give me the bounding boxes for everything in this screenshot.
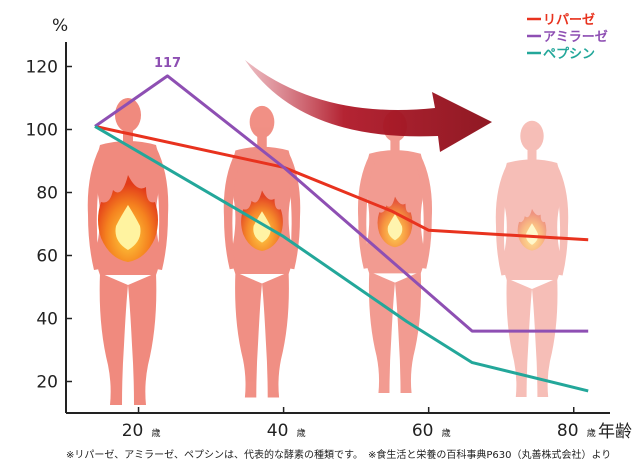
age-figures — [87, 98, 569, 405]
peak-value-label: 117 — [154, 56, 181, 71]
y-tick-label: 100 — [26, 121, 58, 141]
y-axis-unit: % — [52, 16, 68, 36]
footnote: ※リパーゼ、アミラーゼ、ペプシンは、代表的な酵素の種類です。 ※食生活と栄養の百… — [66, 448, 611, 461]
x-tick-label: 60 — [412, 421, 434, 441]
y-tick-label: 80 — [36, 184, 58, 204]
series-line-3 — [94, 125, 589, 393]
legend-label: リパーゼ — [543, 12, 595, 28]
series-line-2 — [94, 74, 589, 333]
x-tick-suffix: 歳 — [297, 427, 306, 439]
y-tick-label: 120 — [26, 58, 58, 78]
y-tick-label: 40 — [36, 310, 58, 330]
legend-label: アミラーゼ — [543, 29, 608, 45]
series-lines — [94, 74, 589, 393]
series-line-1 — [94, 124, 589, 242]
annotations: 117 — [154, 56, 181, 71]
human-silhouette-icon — [357, 110, 433, 393]
x-tick-suffix: 歳 — [587, 427, 596, 439]
figure-60s-icon — [357, 110, 433, 393]
human-silhouette-icon — [495, 120, 569, 397]
y-tick-label: 60 — [36, 247, 58, 267]
x-axis-unit: 年齢 — [598, 422, 632, 442]
legend-label: ペプシン — [543, 47, 595, 62]
x-tick-label: 40 — [267, 421, 289, 441]
x-tick-label: 80 — [557, 421, 579, 441]
decline-arrow-icon — [245, 60, 492, 152]
x-tick-suffix: 歳 — [442, 427, 451, 439]
x-tick-suffix: 歳 — [152, 427, 161, 439]
axes: 20406080100120%20 歳 40 歳 60 歳 80 歳年齢 — [26, 16, 632, 442]
y-tick-label: 20 — [36, 373, 58, 393]
figure-80s-icon — [495, 120, 569, 397]
x-tick-label: 20 — [122, 421, 144, 441]
